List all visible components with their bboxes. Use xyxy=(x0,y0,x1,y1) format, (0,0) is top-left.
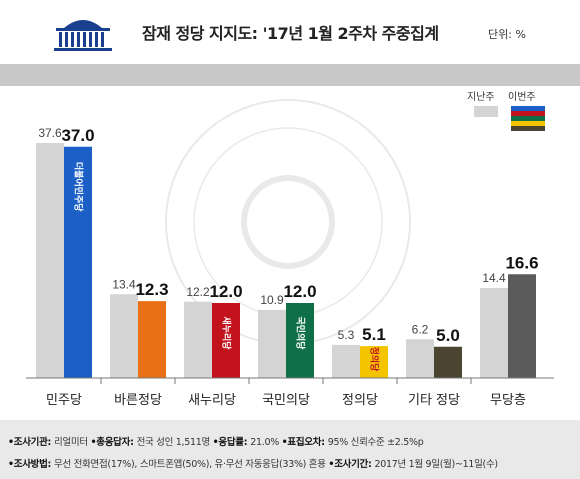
party-logo-2: 새누리당 xyxy=(221,316,233,350)
bar-prev-3 xyxy=(258,309,286,378)
respondents-value: 전국 성인 1,511명 xyxy=(136,437,213,448)
bar-curr-6 xyxy=(508,274,536,378)
legend-prev-label: 지난주 xyxy=(467,91,495,103)
legend-curr-label: 이번주 xyxy=(508,91,536,103)
margin-of-error-value: 95% 신뢰수준 ±2.5%p xyxy=(327,437,424,448)
unit-label: 단위: % xyxy=(488,28,526,41)
survey-period-value: 2017년 1월 9일(월)~11일(수) xyxy=(374,459,498,470)
margin-of-error-label: •표집오차: xyxy=(281,437,328,448)
category-label-3: 국민의당 xyxy=(262,393,310,408)
respondents-label: •총응답자: xyxy=(90,437,137,448)
value-label-prev-1: 13.4 xyxy=(112,277,136,291)
category-label-2: 새누리당 xyxy=(188,393,236,408)
survey-period-label: •조사기간: xyxy=(328,459,375,470)
category-label-5: 기타 정당 xyxy=(408,393,460,408)
value-label-curr-3: 12.0 xyxy=(283,282,316,301)
value-label-prev-0: 37.6 xyxy=(38,126,62,140)
survey-method-label: •조사방법: xyxy=(8,459,55,470)
value-label-prev-5: 6.2 xyxy=(412,322,429,336)
survey-info-line-1: •조사기관: 리얼미터 •총응답자: 전국 성인 1,511명 •응답률: 21… xyxy=(8,434,424,448)
survey-info-line-2: •조사방법: 무선 전화면접(17%), 스마트폰앱(50%), 유·무선 자동… xyxy=(8,456,498,470)
bar-prev-2 xyxy=(184,301,212,378)
value-label-curr-6: 16.6 xyxy=(505,253,538,272)
bar-curr-5 xyxy=(434,346,462,378)
category-label-0: 민주당 xyxy=(46,393,82,408)
value-label-prev-4: 5.3 xyxy=(338,328,355,342)
bar-curr-1 xyxy=(138,301,166,378)
survey-info-footer: •조사기관: 리얼미터 •총응답자: 전국 성인 1,511명 •응답률: 21… xyxy=(0,420,580,479)
bar-prev-6 xyxy=(480,288,508,378)
bar-prev-0 xyxy=(36,143,64,378)
survey-method-value: 무선 전화면접(17%), 스마트폰앱(50%), 유·무선 자동응답(33%)… xyxy=(54,459,329,470)
party-logo-4: 정의당 xyxy=(369,347,381,373)
legend: 지난주 이번주 xyxy=(467,91,545,131)
category-label-1: 바른정당 xyxy=(114,393,162,408)
value-label-curr-5: 5.0 xyxy=(436,326,460,345)
header: 잠재 정당 지지도: '17년 1월 2주차 주중집계 단위: % xyxy=(0,0,580,64)
party-logo-3: 국민의당 xyxy=(295,316,307,350)
response-rate-label: •응답률: xyxy=(212,437,251,448)
bar-prev-4 xyxy=(332,344,360,378)
value-label-curr-0: 37.0 xyxy=(61,126,94,145)
category-label-6: 무당층 xyxy=(490,393,526,408)
legend-prev-swatch xyxy=(474,106,498,117)
bar-curr-3 xyxy=(286,303,314,378)
response-rate-value: 21.0% xyxy=(250,437,282,448)
bar-curr-0 xyxy=(64,146,92,378)
survey-org-value: 리얼미터 xyxy=(54,437,91,448)
header-divider-band xyxy=(0,64,580,86)
value-label-curr-2: 12.0 xyxy=(209,282,242,301)
bar-curr-4 xyxy=(360,346,388,378)
value-label-prev-6: 14.4 xyxy=(482,271,506,285)
value-label-prev-2: 12.2 xyxy=(186,285,210,299)
survey-org-label: •조사기관: xyxy=(8,437,55,448)
value-label-curr-4: 5.1 xyxy=(362,325,386,344)
bar-prev-1 xyxy=(110,294,138,378)
value-label-prev-3: 10.9 xyxy=(260,293,284,307)
party-logo-0: 더불어민주당 xyxy=(73,162,85,212)
value-label-curr-1: 12.3 xyxy=(135,280,168,299)
category-label-4: 정의당 xyxy=(342,393,378,408)
chart-title: 잠재 정당 지지도: '17년 1월 2주차 주중집계 xyxy=(142,24,439,43)
bar-curr-2 xyxy=(212,303,240,378)
bar-prev-5 xyxy=(406,339,434,378)
legend-curr-swatch xyxy=(511,106,545,131)
national-assembly-logo-icon xyxy=(54,20,112,51)
